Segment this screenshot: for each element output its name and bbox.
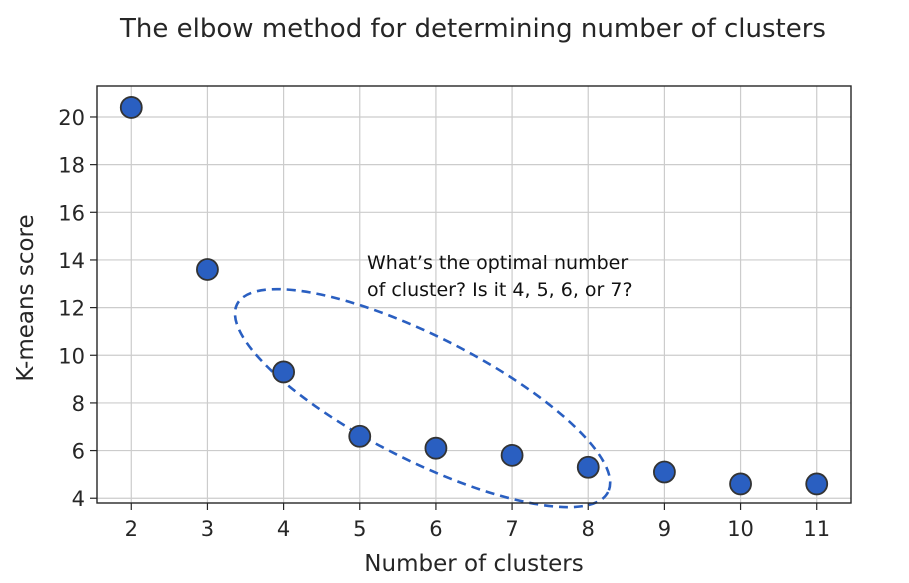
data-point bbox=[576, 455, 600, 479]
annotation-line-2: of cluster? Is it 4, 5, 6, or 7? bbox=[367, 279, 633, 301]
x-tick-label: 4 bbox=[277, 517, 290, 541]
y-tick-label: 8 bbox=[72, 392, 85, 416]
data-point bbox=[272, 360, 295, 384]
x-tick-label: 9 bbox=[658, 517, 671, 541]
data-point bbox=[348, 424, 372, 448]
y-tick-label: 6 bbox=[72, 440, 85, 464]
y-tick-label: 14 bbox=[58, 249, 85, 273]
chart-title: The elbow method for determining number … bbox=[119, 14, 826, 44]
y-axis-label: K-means score bbox=[13, 214, 39, 381]
annotation-line-1: What’s the optimal number bbox=[367, 252, 628, 274]
annotation-highlight bbox=[233, 287, 612, 509]
data-point bbox=[805, 472, 829, 496]
data-point bbox=[424, 436, 448, 460]
x-axis-label: Number of clusters bbox=[364, 551, 583, 577]
data-point bbox=[196, 258, 219, 281]
y-tick-label: 18 bbox=[58, 154, 85, 178]
x-tick-label: 3 bbox=[201, 517, 214, 541]
y-tick-label: 4 bbox=[72, 487, 85, 511]
y-tick-label: 10 bbox=[58, 344, 85, 368]
x-tick-label: 8 bbox=[582, 517, 595, 541]
x-tick-label: 10 bbox=[727, 517, 754, 541]
x-tick-label: 7 bbox=[505, 517, 518, 541]
x-tick-label: 11 bbox=[803, 517, 830, 541]
highlight-ellipse bbox=[233, 287, 612, 509]
y-tick-label: 20 bbox=[58, 106, 85, 130]
y-tick-label: 16 bbox=[58, 201, 85, 225]
annotation: What’s the optimal number of cluster? Is… bbox=[367, 252, 633, 301]
y-tick-label: 12 bbox=[58, 297, 85, 321]
plot-frame bbox=[96, 85, 852, 504]
x-tick-label: 5 bbox=[353, 517, 366, 541]
ticks: 2 3 4 5 6 7 8 9 10 11 4 6 8 10 12 14 16 18 20 bbox=[58, 106, 830, 541]
data-points bbox=[119, 96, 829, 496]
x-tick-label: 2 bbox=[125, 517, 138, 541]
data-point bbox=[729, 472, 752, 496]
data-point bbox=[653, 460, 676, 484]
data-point bbox=[500, 443, 524, 467]
data-point bbox=[119, 96, 143, 119]
x-tick-label: 6 bbox=[429, 517, 442, 541]
